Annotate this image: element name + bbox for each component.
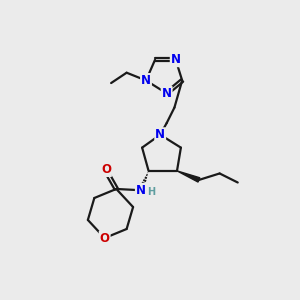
Text: O: O: [100, 232, 110, 244]
Text: N: N: [171, 53, 181, 66]
Text: N: N: [155, 128, 165, 141]
Text: N: N: [141, 74, 151, 87]
Text: H: H: [148, 187, 156, 196]
Polygon shape: [177, 171, 200, 182]
Text: O: O: [101, 163, 111, 176]
Text: N: N: [162, 87, 172, 100]
Text: N: N: [136, 184, 146, 197]
